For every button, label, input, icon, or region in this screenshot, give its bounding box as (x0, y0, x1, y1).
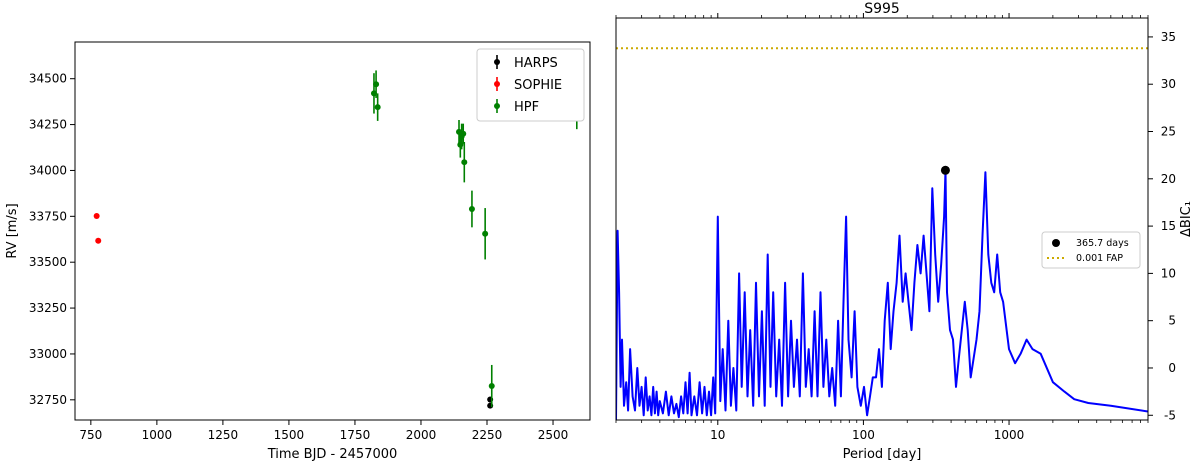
periodogram-axis-ticks: 10 100 1000 -5 0 5 10 15 20 25 30 35 (615, 13, 1176, 442)
x-tick-label: 1000 (994, 428, 1025, 442)
point-hpf (488, 383, 495, 390)
y-tick-label: 34000 (29, 163, 67, 177)
periodogram-title: S995 (864, 1, 900, 17)
peak-marker (940, 165, 950, 175)
rv-y-axis-label: RV [m/s] (5, 203, 20, 258)
rv-data-layer (93, 70, 580, 409)
point-hpf (373, 81, 380, 88)
y-tick-label: 33750 (29, 209, 67, 223)
x-tick-label: 2250 (472, 428, 503, 442)
rv-time-series-panel: 750 1000 1250 1500 1750 2000 2250 2500 32750 3300… (5, 41, 591, 462)
periodogram-legend: 365.7 days 0.001 FAP (1041, 231, 1141, 269)
x-tick-label: 2000 (406, 428, 437, 442)
legend-peak-label: 365.7 days (1076, 238, 1129, 249)
point-sophie (93, 212, 100, 219)
legend-label-harps: HARPS (514, 56, 558, 71)
y-tick-label: 5 (1168, 314, 1176, 328)
point-hpf (461, 159, 468, 166)
y-tick-label: 0 (1168, 361, 1176, 375)
legend-label-hpf: HPF (514, 100, 539, 115)
legend-marker-hpf (494, 103, 500, 109)
x-tick-label: 1500 (274, 428, 305, 442)
y-tick-label: 25 (1161, 125, 1176, 139)
y-tick-label: 15 (1161, 219, 1176, 233)
x-tick-label: 10 (710, 428, 725, 442)
x-tick-label: 1250 (208, 428, 239, 442)
rv-plot-frame (74, 41, 591, 421)
x-tick-label: 1000 (142, 428, 173, 442)
periodogram-curve (616, 169, 1148, 420)
y-tick-label: 20 (1161, 172, 1176, 186)
point-hpf (460, 130, 467, 137)
point-hpf (482, 230, 489, 237)
y-tick-label: 10 (1161, 266, 1176, 280)
periodogram-plot-frame (615, 17, 1149, 421)
periodogram-y-axis-label: ΔBIC₁ (1179, 201, 1194, 237)
x-tick-label: 2500 (538, 428, 569, 442)
y-tick-label: 33250 (29, 301, 67, 315)
y-tick-label: 33000 (29, 347, 67, 361)
y-tick-label: 33500 (29, 255, 67, 269)
x-tick-label: 100 (852, 428, 875, 442)
x-tick-label: 1750 (340, 428, 371, 442)
periodogram-data-layer (616, 47, 1148, 420)
legend-marker-harps (494, 59, 500, 65)
rv-axis-ticks: 750 1000 1250 1500 1750 2000 2250 2500 32750 3300… (29, 72, 568, 442)
legend-box (1041, 231, 1141, 269)
legend-box (476, 48, 585, 122)
y-tick-label: 34500 (29, 72, 67, 86)
legend-marker-sophie (494, 81, 500, 87)
rv-legend: HARPS SOPHIE HPF (476, 48, 585, 122)
y-tick-label: 30 (1161, 77, 1176, 91)
legend-fap-label: 0.001 FAP (1076, 253, 1123, 264)
periodogram-x-axis-label: Period [day] (843, 447, 922, 462)
y-tick-label: 35 (1161, 30, 1176, 44)
point-hpf (468, 205, 475, 212)
y-tick-label: 34250 (29, 118, 67, 132)
point-sophie (95, 237, 102, 244)
point-hpf (374, 104, 381, 111)
legend-peak-marker (1052, 239, 1060, 247)
y-tick-label: -5 (1164, 408, 1176, 422)
rv-x-axis-label: Time BJD - 2457000 (267, 447, 398, 462)
legend-label-sophie: SOPHIE (514, 78, 562, 93)
y-tick-label: 32750 (29, 393, 67, 407)
periodogram-panel: 10 100 1000 -5 0 5 10 15 20 25 30 35 S995 Period [d… (615, 1, 1194, 462)
x-tick-label: 750 (79, 428, 102, 442)
